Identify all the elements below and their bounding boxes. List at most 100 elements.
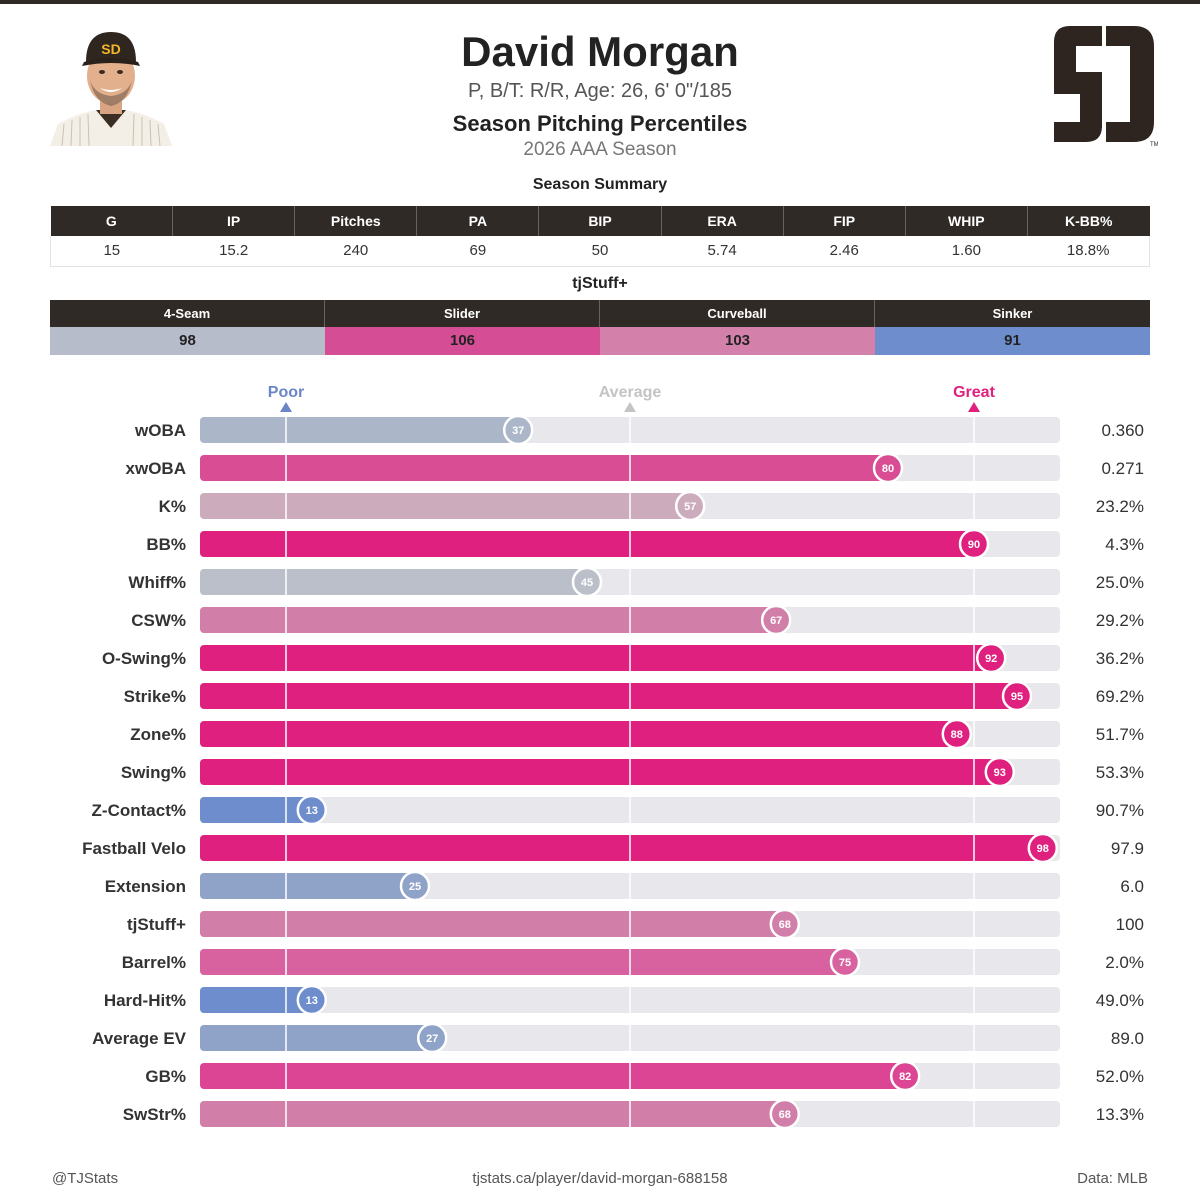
percentile-value: 82: [899, 1071, 911, 1083]
percentile-circle: [958, 528, 990, 560]
percentile-bar: [200, 1025, 433, 1051]
percentile-circle: [502, 414, 534, 446]
top-bar: [0, 0, 1200, 4]
percentile-value: 98: [1037, 843, 1049, 855]
percentile-bar: [200, 455, 888, 481]
summary-title: Season Summary: [532, 176, 668, 193]
percentile-circle: [296, 984, 328, 1016]
metric-label: Average EV: [92, 1029, 187, 1048]
metric-label: Extension: [105, 877, 186, 896]
percentile-bar: [200, 1063, 906, 1089]
percentile-circle: [296, 794, 328, 826]
percentile-bar: [200, 911, 785, 937]
percentile-circle: [1027, 832, 1059, 864]
pitch-stuff-sinker: 91: [875, 327, 1150, 355]
percentile-value: 68: [779, 1109, 791, 1121]
percentile-bar: [200, 759, 1000, 785]
percentile-circle: [889, 1060, 921, 1092]
season-summary-table: G IP Pitches PA BIP ERA FIP WHIP K-BB% 15 15.2 240…: [49, 206, 1151, 267]
summary-header-fip: FIP: [783, 206, 906, 236]
metric-label: tjStuff+: [127, 915, 186, 934]
percentile-circle: [399, 870, 431, 902]
percentile-value: 80: [882, 463, 894, 475]
percentile-circle: [674, 490, 706, 522]
page-subtitle: Season Pitching Percentiles: [452, 111, 748, 136]
metric-label: Swing%: [121, 763, 186, 782]
stuff-title: tjStuff+: [572, 275, 628, 292]
summary-header-ip: IP: [172, 206, 296, 236]
percentile-bar: [200, 417, 519, 443]
stat-value: 36.2%: [1096, 649, 1144, 668]
percentile-bar: [200, 569, 587, 595]
metric-label: Z-Contact%: [92, 801, 186, 820]
percentile-value: 25: [409, 881, 421, 893]
percentile-value: 68: [779, 919, 791, 931]
percentile-bar: [200, 987, 312, 1013]
pitch-sinker: Sinker 91: [875, 300, 1150, 355]
marker-label-average: Average: [599, 384, 662, 401]
percentile-bar: [200, 645, 992, 671]
summary-header-whip: WHIP: [905, 206, 1028, 236]
metric-label: GB%: [145, 1067, 186, 1086]
percentile-value: 13: [306, 995, 318, 1007]
percentile-value: 13: [306, 805, 318, 817]
percentile-bar: [200, 1101, 785, 1127]
stat-value: 0.271: [1101, 459, 1144, 478]
pitch-stuff-4-seam: 98: [50, 327, 325, 355]
stat-value: 6.0: [1120, 877, 1144, 896]
summary-value-k-bb-: 18.8%: [1027, 236, 1151, 267]
percentile-value: 93: [994, 767, 1006, 779]
percentile-value: 67: [770, 615, 782, 627]
summary-value-era: 5.74: [661, 236, 784, 267]
percentile-value: 88: [951, 729, 963, 741]
percentile-value: 90: [968, 539, 980, 551]
stat-value: 97.9: [1111, 839, 1144, 858]
percentile-value: 27: [426, 1033, 438, 1045]
stat-value: 13.3%: [1096, 1105, 1144, 1124]
stat-value: 52.0%: [1096, 1067, 1144, 1086]
svg-text:TM: TM: [1150, 142, 1158, 148]
percentile-bar: [200, 835, 1043, 861]
metric-label: Whiff%: [128, 573, 186, 592]
percentile-bar: [200, 873, 415, 899]
percentile-bar: [200, 531, 974, 557]
stat-value: 25.0%: [1096, 573, 1144, 592]
metric-label: BB%: [146, 535, 186, 554]
metric-label: SwStr%: [123, 1105, 186, 1124]
percentile-bar: [200, 949, 845, 975]
percentile-chart: Poor Average Great wOBA 37 0.360 xwOBA 80 0.271 K…: [82, 384, 1144, 1130]
stat-value: 100: [1116, 915, 1144, 934]
percentile-circle: [1001, 680, 1033, 712]
percentile-circle: [975, 642, 1007, 674]
percentile-bar: [200, 493, 691, 519]
player-bio: P, B/T: R/R, Age: 26, 6' 0"/185: [467, 80, 733, 102]
summary-value-bip: 50: [538, 236, 662, 267]
percentile-value: 75: [839, 957, 851, 969]
team-logo: TM: [1050, 18, 1159, 148]
stat-value: 90.7%: [1096, 801, 1144, 820]
summary-header-pa: PA: [416, 206, 540, 236]
percentile-circle: [984, 756, 1016, 788]
percentile-bar: [200, 607, 777, 633]
pitch-name-curveball: Curveball: [600, 300, 875, 327]
metric-label: K%: [159, 497, 186, 516]
svg-text:SD: SD: [101, 41, 120, 57]
stat-value: 23.2%: [1096, 497, 1144, 516]
stat-value: 69.2%: [1096, 687, 1144, 706]
pitch-curveball: Curveball 103: [600, 300, 875, 355]
metric-label: Barrel%: [122, 953, 186, 972]
pitch-stuff-slider: 106: [325, 327, 600, 355]
marker-arrow-great: [968, 402, 980, 412]
summary-header-era: ERA: [661, 206, 784, 236]
season-label: 2026 AAA Season: [523, 139, 677, 160]
metric-label: O-Swing%: [102, 649, 186, 668]
summary-value-whip: 1.60: [905, 236, 1028, 267]
summary-value-ip: 15.2: [172, 236, 295, 267]
percentile-circle: [941, 718, 973, 750]
metric-label: xwOBA: [126, 459, 186, 478]
percentile-bar: [200, 683, 1017, 709]
footer-handle: @TJStats: [52, 1170, 119, 1187]
metric-label: Hard-Hit%: [104, 991, 186, 1010]
percentile-value: 37: [512, 425, 524, 437]
stat-value: 4.3%: [1105, 535, 1144, 554]
